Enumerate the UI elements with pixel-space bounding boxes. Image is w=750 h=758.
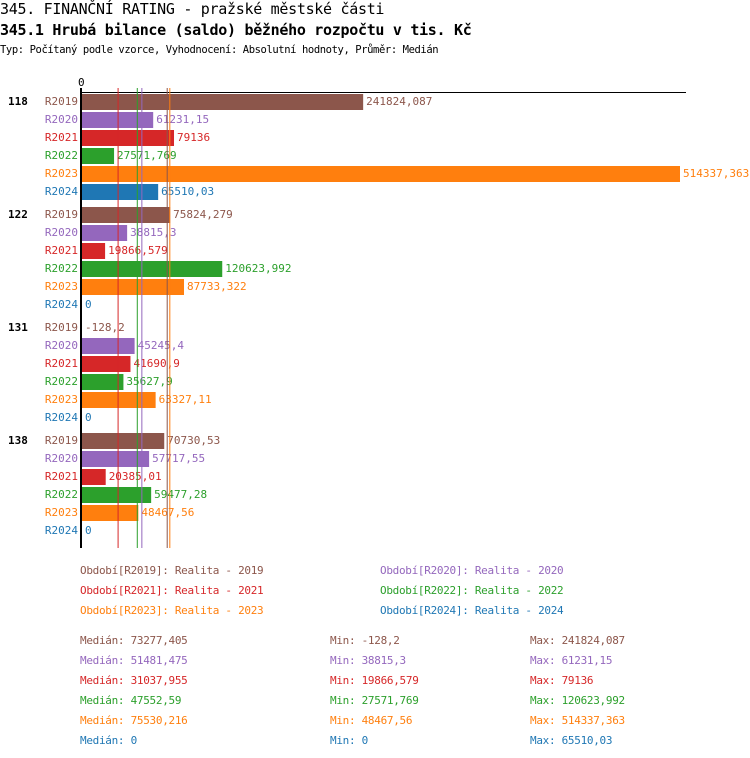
data-label: 19866,579 (108, 244, 168, 257)
data-label: -128,2 (85, 321, 125, 334)
bar (82, 374, 124, 390)
data-label: 63327,11 (159, 393, 212, 406)
series-label: R2020 (45, 339, 78, 352)
series-label: R2022 (45, 488, 78, 501)
data-label: 61231,15 (156, 113, 209, 126)
stat-max: Max: 514337,363 (530, 714, 625, 727)
stat-max: Max: 120623,992 (530, 694, 625, 707)
data-label: 514337,363 (683, 167, 749, 180)
data-label: 45245,4 (138, 339, 185, 352)
category-label: 131 (8, 321, 28, 334)
data-label: 87733,322 (187, 280, 247, 293)
bar (82, 433, 165, 449)
series-label: R2019 (45, 321, 78, 334)
bar (82, 148, 115, 164)
bar (82, 392, 156, 408)
data-label: 65510,03 (161, 185, 214, 198)
bar (82, 356, 131, 372)
series-label: R2024 (45, 524, 78, 537)
stat-min: Min: 19866,579 (330, 674, 419, 687)
stat-min: Min: 38815,3 (330, 654, 406, 667)
series-label: R2024 (45, 185, 78, 198)
stat-min: Min: -128,2 (330, 634, 400, 647)
data-label: 75824,279 (173, 208, 233, 221)
stat-median: Medián: 73277,405 (80, 634, 188, 647)
data-label: 48467,56 (141, 506, 194, 519)
series-label: R2019 (45, 208, 78, 221)
series-label: R2022 (45, 149, 78, 162)
category-label: 118 (8, 95, 28, 108)
data-label: 70730,53 (167, 434, 220, 447)
data-label: 41690,9 (133, 357, 179, 370)
data-label: 120623,992 (225, 262, 291, 275)
data-label: 0 (85, 298, 92, 311)
stat-median: Medián: 0 (80, 734, 137, 747)
bar (82, 207, 171, 223)
data-label: 35627,9 (126, 375, 172, 388)
series-label: R2023 (45, 393, 78, 406)
stat-median: Medián: 51481,475 (80, 654, 188, 667)
category-label: 122 (8, 208, 28, 221)
legend-item: Období[R2024]: Realita - 2024 (380, 604, 564, 617)
data-label: 27571,769 (117, 149, 177, 162)
bar (82, 487, 152, 503)
bar (82, 505, 139, 521)
series-label: R2023 (45, 280, 78, 293)
series-label: R2021 (45, 131, 78, 144)
stat-max: Max: 79136 (530, 674, 594, 687)
series-label: R2022 (45, 262, 78, 275)
series-label: R2021 (45, 244, 78, 257)
stat-max: Max: 65510,03 (530, 734, 613, 747)
stat-median: Medián: 47552,59 (80, 694, 182, 707)
bar (82, 338, 135, 354)
series-label: R2022 (45, 375, 78, 388)
series-label: R2020 (45, 452, 78, 465)
series-label: R2019 (45, 434, 78, 447)
bar (82, 261, 223, 277)
data-label: 241824,087 (366, 95, 432, 108)
series-label: R2020 (45, 226, 78, 239)
stat-min: Min: 27571,769 (330, 694, 419, 707)
chart-type-line: Typ: Počítaný podle vzorce, Vyhodnocení:… (0, 44, 439, 56)
series-label: R2023 (45, 506, 78, 519)
stat-min: Min: 0 (330, 734, 368, 747)
series-label: R2024 (45, 298, 78, 311)
series-label: R2020 (45, 113, 78, 126)
data-label: 0 (85, 411, 92, 424)
stat-min: Min: 48467,56 (330, 714, 413, 727)
bar (82, 451, 150, 467)
bar (82, 130, 175, 146)
page-title: 345. FINANČNÍ RATING - pražské městské č… (0, 0, 385, 18)
bar (82, 166, 680, 182)
series-label: R2023 (45, 167, 78, 180)
bar (82, 243, 106, 259)
legend-item: Období[R2023]: Realita - 2023 (80, 604, 264, 617)
stat-max: Max: 241824,087 (530, 634, 625, 647)
data-label: 59477,28 (154, 488, 207, 501)
data-label: 20385,01 (109, 470, 162, 483)
stat-median: Medián: 31037,955 (80, 674, 188, 687)
bar (82, 184, 159, 200)
stat-median: Medián: 75530,216 (80, 714, 188, 727)
bar (82, 225, 128, 241)
data-label: 79136 (177, 131, 210, 144)
series-label: R2019 (45, 95, 78, 108)
bar (82, 94, 364, 110)
axis-zero-label: 0 (78, 76, 85, 89)
stat-max: Max: 61231,15 (530, 654, 613, 667)
category-label: 138 (8, 434, 28, 447)
legend-item: Období[R2022]: Realita - 2022 (380, 584, 564, 597)
legend-item: Období[R2021]: Realita - 2021 (80, 584, 264, 597)
data-label: 0 (85, 524, 92, 537)
chart-title: 345.1 Hrubá bilance (saldo) běžného rozp… (0, 21, 472, 39)
legend-item: Období[R2020]: Realita - 2020 (380, 564, 564, 577)
bar (82, 279, 185, 295)
legend-item: Období[R2019]: Realita - 2019 (80, 564, 264, 577)
data-label: 57717,55 (152, 452, 205, 465)
bar (82, 469, 106, 485)
series-label: R2024 (45, 411, 78, 424)
bar-chart: 0 118 R2019 241824,087 R2020 61231,15 R2021 791… (8, 76, 749, 548)
series-label: R2021 (45, 357, 78, 370)
series-label: R2021 (45, 470, 78, 483)
